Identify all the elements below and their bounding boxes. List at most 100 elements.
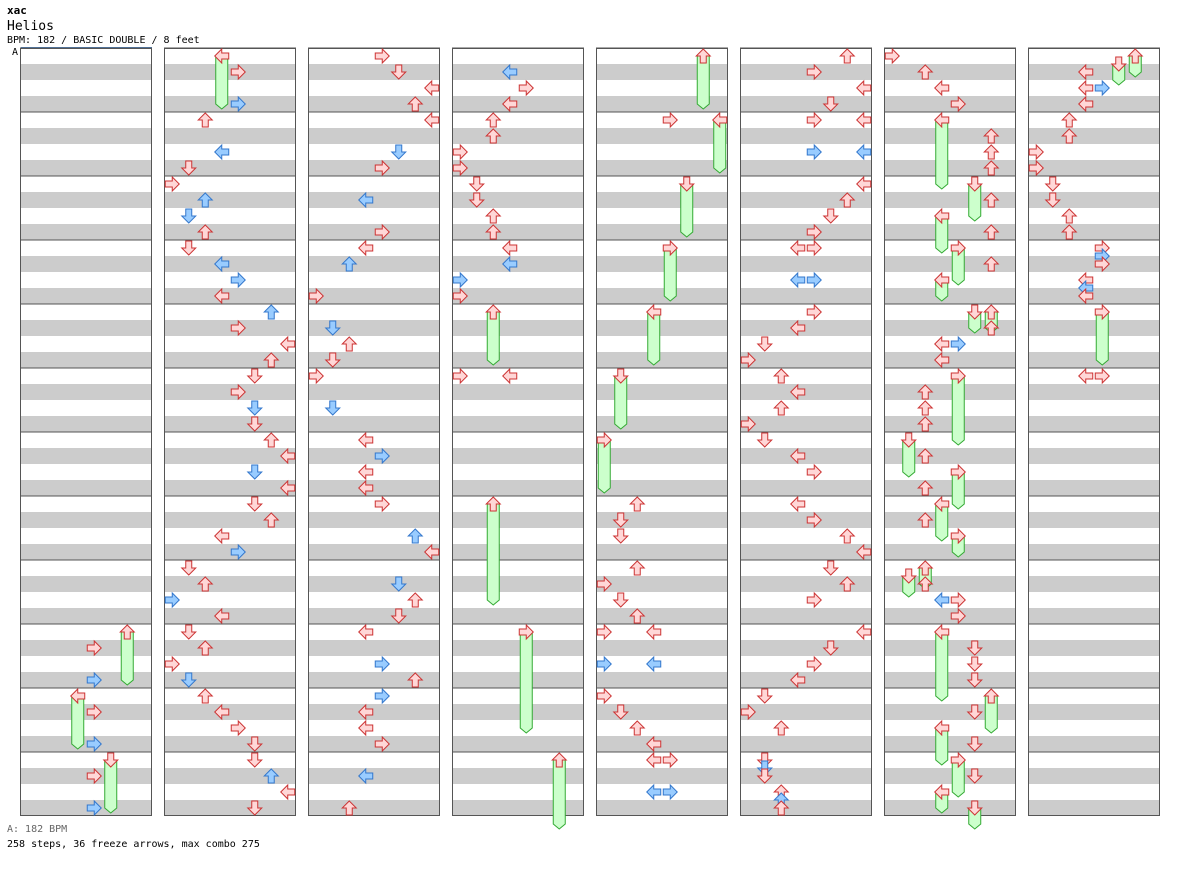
beat-stripe bbox=[452, 416, 584, 432]
step-arrow bbox=[839, 192, 856, 208]
step-arrow bbox=[900, 568, 917, 584]
beat-stripe bbox=[452, 480, 584, 496]
step-arrow bbox=[1078, 287, 1094, 305]
step-arrow bbox=[263, 512, 280, 528]
beat-stripe bbox=[596, 576, 728, 592]
step-arrow bbox=[917, 576, 934, 592]
beat-stripe bbox=[20, 384, 152, 400]
step-arrow bbox=[374, 223, 390, 241]
beat-stripe bbox=[1028, 576, 1160, 592]
chart-stats: 258 steps, 36 freeze arrows, max combo 2… bbox=[7, 839, 260, 850]
beat-stripe bbox=[308, 544, 440, 560]
beat-stripe bbox=[452, 448, 584, 464]
step-arrow bbox=[214, 607, 230, 625]
step-arrow bbox=[263, 352, 280, 368]
beat-stripe bbox=[884, 256, 1016, 272]
step-arrow bbox=[70, 687, 86, 705]
step-arrow bbox=[358, 463, 374, 481]
step-arrow-blue bbox=[230, 95, 246, 113]
beat-stripe bbox=[164, 416, 296, 432]
step-arrow-blue bbox=[596, 655, 612, 673]
step-arrow bbox=[629, 720, 646, 736]
beat-stripe bbox=[164, 480, 296, 496]
step-arrow bbox=[1061, 128, 1078, 144]
step-arrow bbox=[917, 512, 934, 528]
step-arrow bbox=[822, 640, 839, 656]
step-arrow bbox=[856, 111, 872, 129]
beat-stripe bbox=[452, 768, 584, 784]
chart-column bbox=[20, 47, 152, 816]
beat-stripe bbox=[308, 512, 440, 528]
beat-stripe bbox=[20, 512, 152, 528]
beat-stripe bbox=[1028, 800, 1160, 816]
beat-stripe bbox=[164, 448, 296, 464]
step-arrow bbox=[390, 64, 407, 80]
freeze-arrow bbox=[120, 631, 134, 686]
step-arrow bbox=[806, 591, 822, 609]
beat-stripe bbox=[596, 640, 728, 656]
step-arrow bbox=[966, 656, 983, 672]
beat-stripe bbox=[1028, 256, 1160, 272]
freeze-arrow bbox=[935, 631, 949, 702]
column-frame bbox=[452, 48, 584, 816]
beat-stripe bbox=[596, 512, 728, 528]
beat-stripe bbox=[308, 320, 440, 336]
step-arrow bbox=[966, 800, 983, 816]
freeze-arrow bbox=[486, 311, 500, 366]
step-arrow bbox=[900, 432, 917, 448]
beat-stripe bbox=[740, 224, 872, 240]
step-arrow bbox=[1078, 95, 1094, 113]
step-arrow bbox=[102, 752, 119, 768]
beat-stripe bbox=[164, 64, 296, 80]
beat-stripe bbox=[308, 384, 440, 400]
beat-stripe bbox=[1028, 608, 1160, 624]
beat-stripe bbox=[596, 608, 728, 624]
step-arrow-blue bbox=[806, 271, 822, 289]
step-arrow bbox=[280, 335, 296, 353]
step-arrow bbox=[246, 416, 263, 432]
step-arrow bbox=[790, 383, 806, 401]
step-arrow-blue bbox=[324, 400, 341, 416]
step-arrow bbox=[374, 735, 390, 753]
beat-stripe bbox=[596, 448, 728, 464]
step-arrow-blue bbox=[502, 63, 518, 81]
beat-stripe bbox=[596, 736, 728, 752]
beat-stripe bbox=[164, 256, 296, 272]
beat-stripe bbox=[884, 288, 1016, 304]
step-arrow bbox=[773, 800, 790, 816]
step-arrow bbox=[518, 79, 534, 97]
beat-stripe bbox=[308, 576, 440, 592]
step-arrow bbox=[756, 768, 773, 784]
step-arrow bbox=[806, 223, 822, 241]
step-arrow bbox=[790, 239, 806, 257]
step-arrow bbox=[230, 383, 246, 401]
step-arrow bbox=[856, 175, 872, 193]
beat-stripe bbox=[20, 576, 152, 592]
step-arrow bbox=[934, 719, 950, 737]
beat-stripe bbox=[1028, 160, 1160, 176]
step-arrow bbox=[197, 640, 214, 656]
beat-stripe bbox=[308, 96, 440, 112]
step-arrow bbox=[246, 496, 263, 512]
step-arrow bbox=[950, 607, 966, 625]
beat-stripe bbox=[452, 192, 584, 208]
step-arrow bbox=[452, 367, 468, 385]
step-arrow bbox=[119, 624, 136, 640]
step-arrow bbox=[756, 688, 773, 704]
freeze-arrow bbox=[552, 759, 566, 830]
beat-stripe bbox=[308, 768, 440, 784]
step-arrow bbox=[934, 271, 950, 289]
beat-stripe bbox=[164, 672, 296, 688]
step-arrow bbox=[806, 63, 822, 81]
beat-stripe bbox=[20, 192, 152, 208]
step-arrow-blue bbox=[407, 528, 424, 544]
step-arrow bbox=[629, 496, 646, 512]
step-arrow bbox=[263, 432, 280, 448]
beat-stripe bbox=[452, 640, 584, 656]
beat-stripe bbox=[1028, 96, 1160, 112]
beat-stripe bbox=[1028, 416, 1160, 432]
beat-stripe bbox=[164, 768, 296, 784]
beat-stripe bbox=[452, 672, 584, 688]
step-arrow bbox=[308, 367, 324, 385]
step-arrow bbox=[966, 736, 983, 752]
